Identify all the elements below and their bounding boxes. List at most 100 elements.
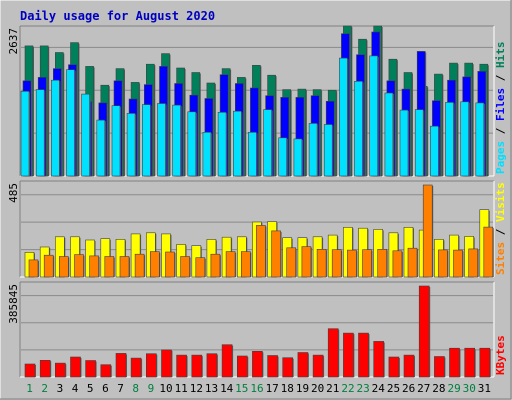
- bar-kbytes: [206, 353, 218, 378]
- chart-title: Daily usage for August 2020: [20, 9, 215, 23]
- bar-kbytes: [449, 347, 460, 378]
- x-tick-label: 29: [447, 382, 460, 395]
- bar-pages: [172, 104, 181, 177]
- bar-sites: [271, 230, 281, 278]
- legend-item-hits: Hits: [494, 42, 507, 69]
- bar-kbytes: [434, 356, 445, 378]
- bar-pages: [66, 69, 75, 177]
- bar-pages: [430, 125, 439, 177]
- bar-sites: [104, 256, 115, 278]
- bar-kbytes: [100, 364, 112, 378]
- bar-sites: [453, 249, 463, 278]
- x-tick-label: 19: [296, 382, 309, 395]
- bar-kbytes: [343, 332, 354, 378]
- x-tick-label: 9: [148, 382, 155, 395]
- bar-kbytes: [54, 362, 66, 378]
- x-tick-label: 7: [117, 382, 124, 395]
- bar-sites: [119, 256, 130, 278]
- x-tick-label: 23: [356, 382, 369, 395]
- bar-kbytes: [176, 354, 187, 378]
- x-tick-label: 15: [235, 382, 248, 395]
- bar-kbytes: [130, 357, 142, 378]
- bar-sites: [43, 254, 54, 278]
- x-tick-label: 28: [432, 382, 445, 395]
- bar-kbytes: [146, 353, 157, 378]
- bar-sites: [438, 249, 448, 278]
- x-tick-label: 14: [220, 382, 234, 395]
- bar-sites: [58, 256, 69, 278]
- bar-sites: [195, 257, 206, 278]
- legend-item-files: Files: [494, 88, 507, 121]
- x-tick-label: 8: [132, 382, 139, 395]
- bar-pages: [278, 137, 288, 177]
- bar-pages: [248, 132, 257, 177]
- bar-kbytes: [161, 349, 172, 378]
- bar-pages: [81, 93, 90, 177]
- bar-sites: [316, 249, 327, 278]
- y-max-label: 385845: [7, 284, 20, 324]
- bar-sites: [225, 251, 236, 278]
- bar-pages: [263, 109, 272, 177]
- bar-kbytes: [403, 354, 415, 378]
- x-tick-label: 21: [326, 382, 339, 395]
- bar-pages: [308, 123, 318, 177]
- x-tick-label: 26: [402, 382, 415, 395]
- x-tick-label: 10: [159, 382, 172, 395]
- bar-sites: [134, 253, 145, 278]
- y-max-label: 485: [7, 183, 20, 203]
- bar-pages: [233, 110, 242, 177]
- panel-kbytes: [19, 281, 495, 378]
- bar-kbytes: [252, 350, 263, 378]
- legend-item-pages: Pages: [494, 141, 507, 174]
- bar-pages: [111, 105, 121, 177]
- bar-pages: [445, 102, 454, 177]
- bar-sites: [331, 249, 342, 278]
- bar-pages: [142, 104, 151, 177]
- x-tick-label: 1: [26, 382, 33, 395]
- bar-pages: [126, 113, 136, 177]
- bar-sites: [256, 225, 266, 278]
- x-tick-label: 20: [311, 382, 324, 395]
- bar-pages: [293, 138, 303, 177]
- bar-pages: [414, 109, 424, 177]
- bar-kbytes: [418, 285, 430, 378]
- bar-sites: [422, 184, 433, 278]
- bar-kbytes: [312, 354, 324, 378]
- x-tick-label: 30: [463, 382, 476, 395]
- bar-pages: [217, 112, 227, 177]
- bar-kbytes: [327, 328, 339, 378]
- bar-kbytes: [388, 356, 400, 378]
- bar-pages: [202, 132, 212, 177]
- panel-pages-files-hits: [19, 25, 495, 177]
- bar-sites: [210, 253, 221, 278]
- bar-kbytes: [464, 347, 476, 378]
- bar-pages: [384, 92, 394, 177]
- bar-pages: [35, 89, 45, 177]
- bar-sites: [165, 251, 175, 278]
- bar-sites: [301, 246, 312, 278]
- bar-kbytes: [267, 355, 278, 378]
- x-tick-label: 31: [478, 382, 491, 395]
- x-tick-label: 27: [417, 382, 430, 395]
- bar-pages: [50, 79, 60, 177]
- legend-item-kbytes: KBytes: [494, 335, 507, 375]
- y-max-label: 2637: [7, 28, 20, 55]
- legend-separator: /: [494, 121, 507, 141]
- bar-kbytes: [237, 355, 248, 378]
- bar-sites: [150, 251, 160, 278]
- legend: Sites / Visits: [494, 182, 507, 275]
- bar-pages: [460, 101, 470, 177]
- x-tick-label: 22: [341, 382, 354, 395]
- bar-sites: [468, 248, 479, 278]
- x-tick-label: 3: [57, 382, 64, 395]
- x-tick-label: 6: [102, 382, 109, 395]
- bar-kbytes: [24, 363, 36, 378]
- x-tick-label: 5: [87, 382, 94, 395]
- bar-kbytes: [358, 332, 369, 378]
- bar-sites: [74, 254, 84, 278]
- bar-pages: [354, 81, 363, 177]
- bar-sites: [28, 259, 39, 278]
- x-tick-label: 25: [387, 382, 400, 395]
- bar-sites: [286, 247, 297, 278]
